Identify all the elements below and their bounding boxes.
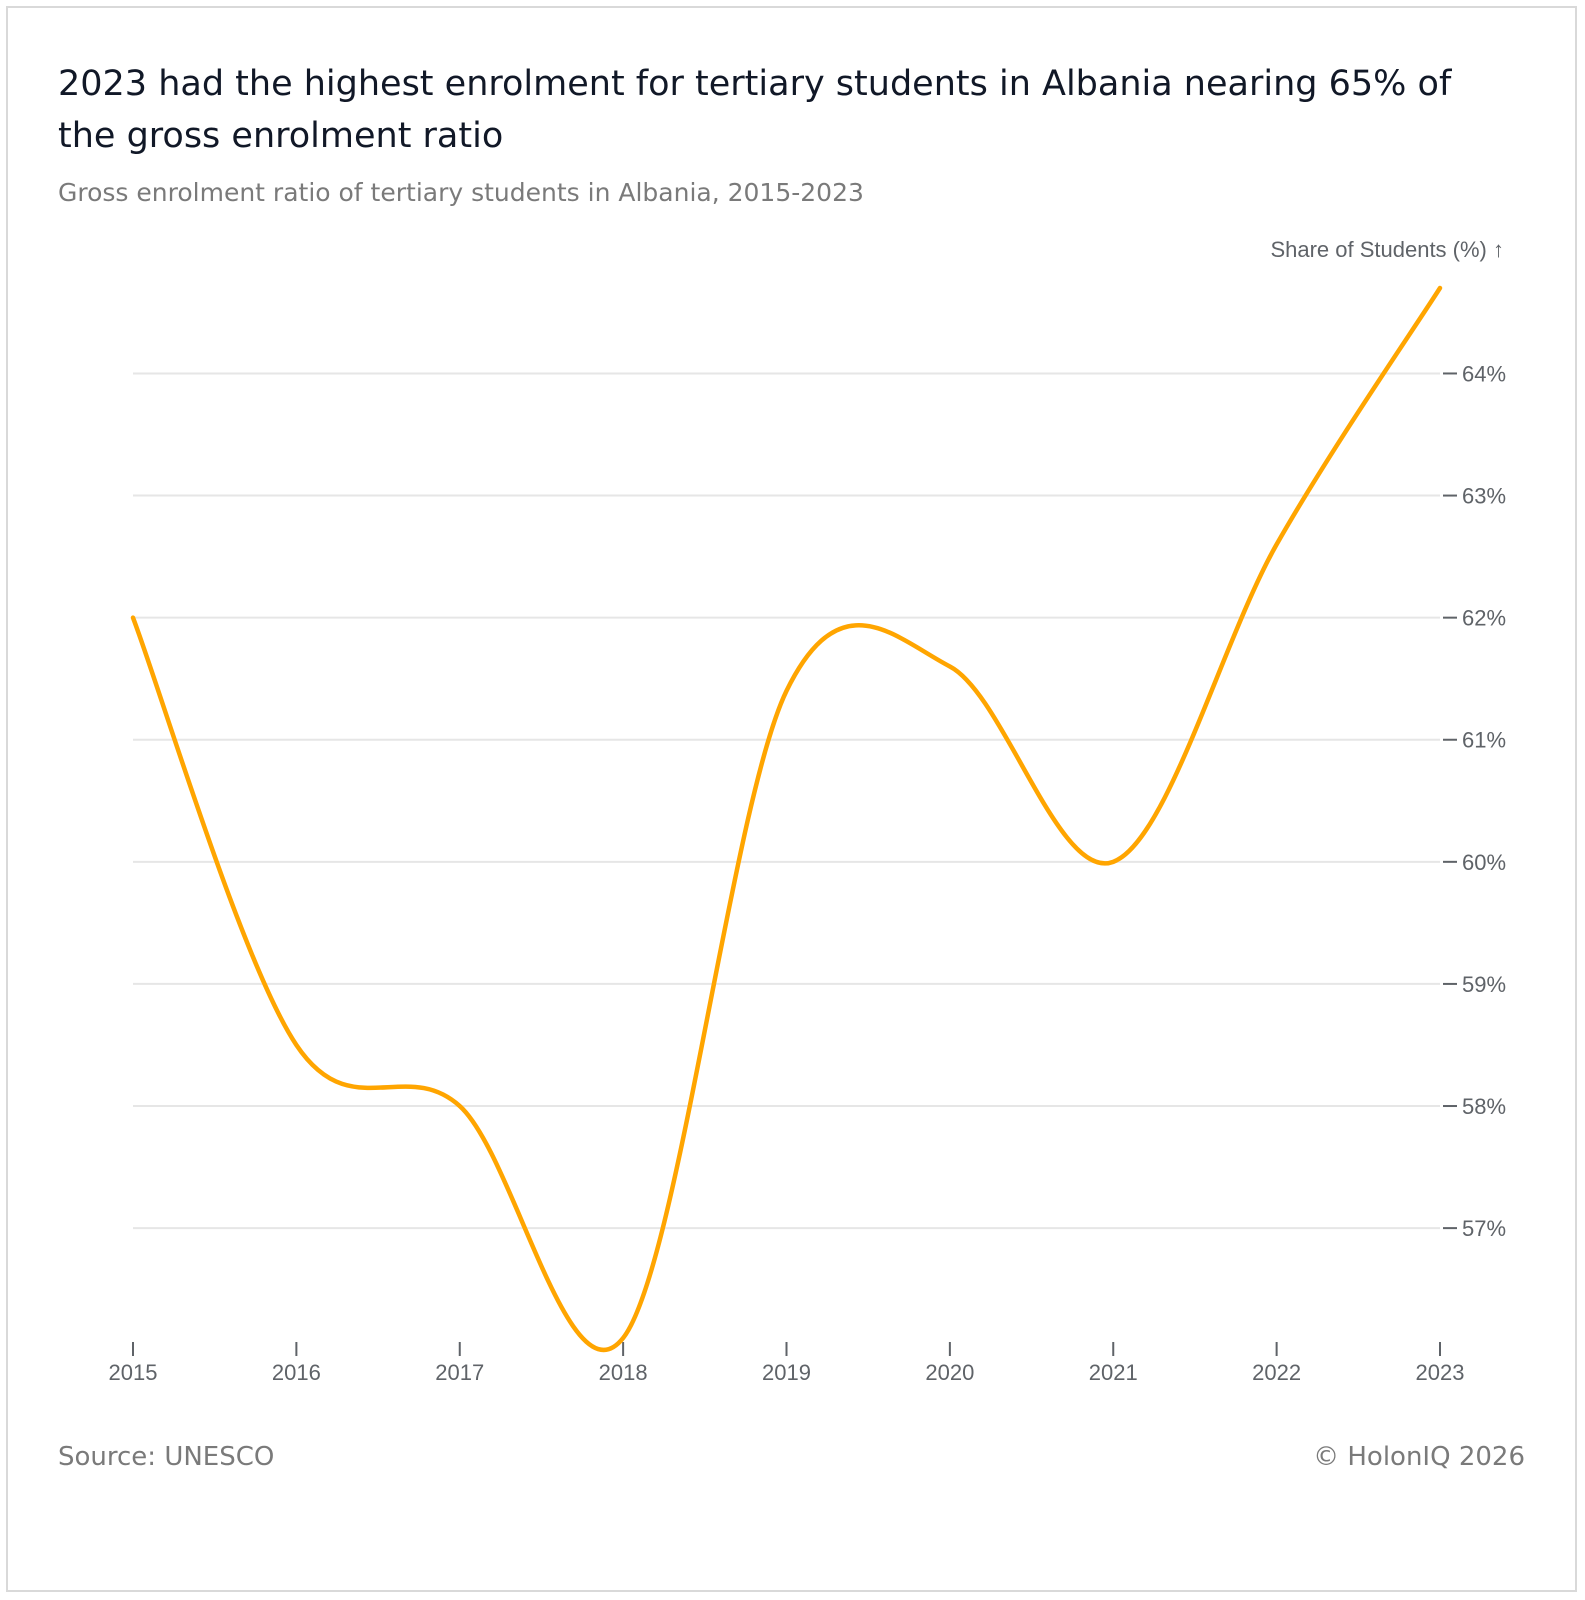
- x-tick-label: 2017: [435, 1360, 484, 1385]
- x-tick-label: 2021: [1089, 1360, 1138, 1385]
- chart-card: [6, 6, 1577, 1592]
- y-tick-label: 59%: [1462, 972, 1506, 997]
- chart-title: 2023 had the highest enrolment for terti…: [58, 64, 1452, 156]
- y-tick-label: 57%: [1462, 1216, 1506, 1241]
- x-tick-label: 2022: [1252, 1360, 1301, 1385]
- source-note: Source: UNESCO: [58, 1442, 275, 1472]
- y-tick-label: 63%: [1462, 484, 1506, 509]
- y-tick-label: 64%: [1462, 361, 1506, 386]
- copyright-note: © HolonIQ 2026: [1313, 1442, 1525, 1472]
- x-tick-label: 2016: [272, 1360, 321, 1385]
- series-line: [130, 285, 1443, 1352]
- gridlines: [133, 372, 1440, 1230]
- y-axis: 57% 58% 59% 60% 61% 62% 63% 64%: [1443, 361, 1506, 1241]
- y-tick-label: 62%: [1462, 606, 1506, 631]
- x-axis: 2015 2016 2017 2018 2019 2020 2021 2022 2023: [109, 1342, 1465, 1385]
- series-layer: [130, 285, 1443, 1352]
- y-tick-label: 60%: [1462, 850, 1506, 875]
- x-tick-label: 2023: [1416, 1360, 1465, 1385]
- x-tick-label: 2015: [109, 1360, 158, 1385]
- chart-subtitle: Gross enrolment ratio of tertiary studen…: [58, 178, 864, 207]
- y-tick-label: 61%: [1462, 728, 1506, 753]
- y-tick-label: 58%: [1462, 1094, 1506, 1119]
- x-tick-label: 2020: [925, 1360, 974, 1385]
- y-axis-title: Share of Students (%) ↑: [1270, 237, 1504, 262]
- x-tick-label: 2019: [762, 1360, 811, 1385]
- x-tick-label: 2018: [599, 1360, 648, 1385]
